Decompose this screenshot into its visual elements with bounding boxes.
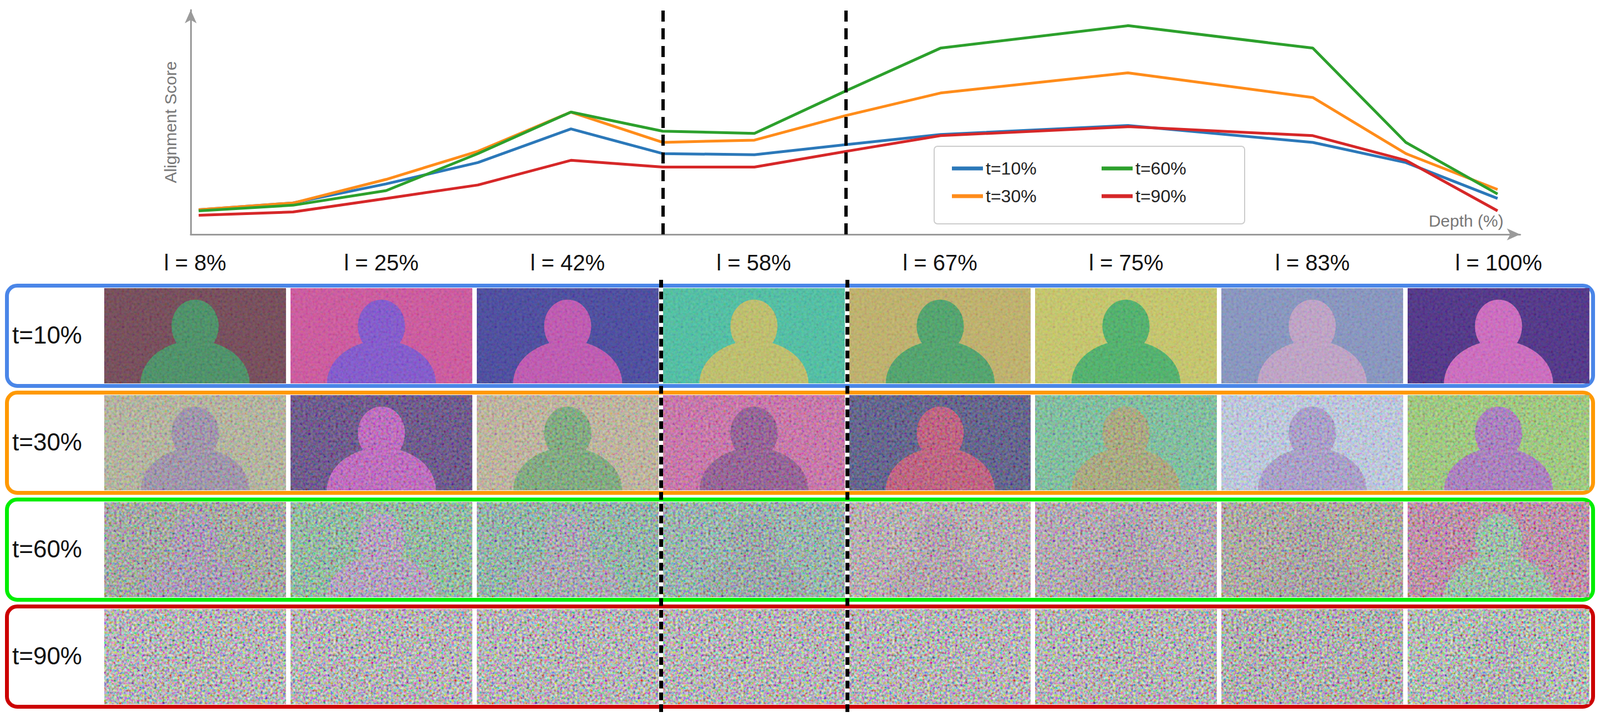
- html-text:l = 67%: l = 67%: [902, 250, 978, 275]
- html-text:t=10%: t=10%: [12, 321, 83, 349]
- svg-text:t=90%: t=90%: [1135, 186, 1187, 207]
- svg-text:t=60%: t=60%: [1135, 158, 1187, 179]
- html-text:l = 100%: l = 100%: [1455, 250, 1543, 275]
- svg-text:Alignment Score: Alignment Score: [161, 60, 180, 183]
- html-text:t=60%: t=60%: [12, 535, 83, 563]
- html-text:l = 8%: l = 8%: [163, 250, 227, 275]
- svg-text:t=30%: t=30%: [985, 186, 1037, 207]
- html-text:l = 42%: l = 42%: [530, 250, 605, 275]
- svg-text:Depth (%): Depth (%): [1428, 211, 1504, 231]
- svg-text:t=10%: t=10%: [985, 158, 1037, 179]
- html-text:l = 25%: l = 25%: [344, 250, 419, 275]
- html-text:l = 75%: l = 75%: [1088, 250, 1164, 275]
- html-text:l = 83%: l = 83%: [1275, 250, 1350, 275]
- html-text:t=90%: t=90%: [12, 642, 83, 670]
- html-text:t=30%: t=30%: [12, 428, 83, 456]
- html-text:l = 58%: l = 58%: [716, 250, 792, 275]
